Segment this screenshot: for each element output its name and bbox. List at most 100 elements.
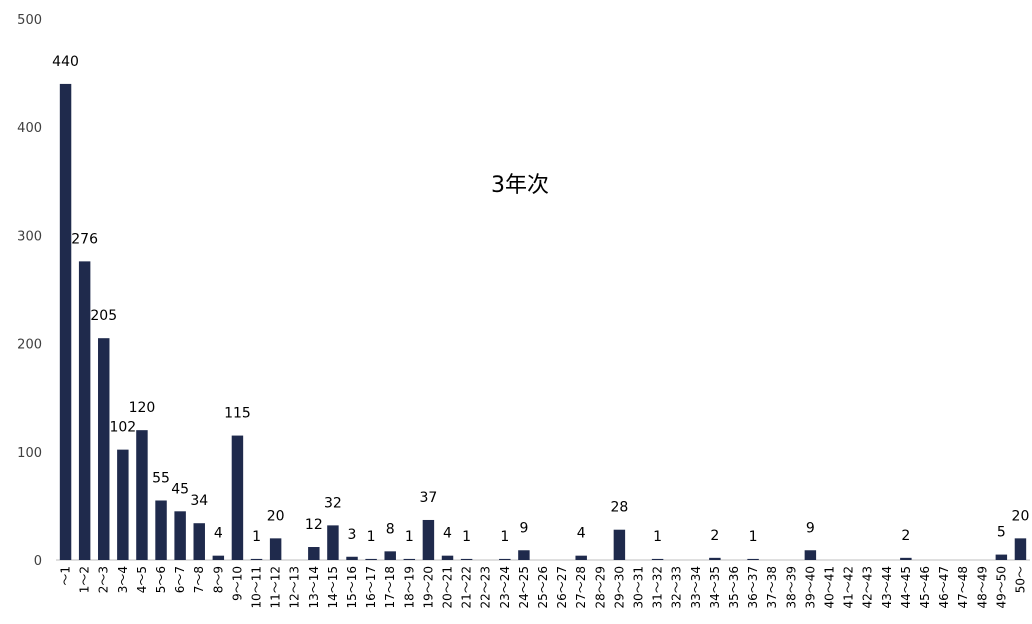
x-tick-label: 13～14 bbox=[307, 566, 321, 609]
x-tick-label: 24～25 bbox=[517, 566, 531, 609]
x-tick-label: 15～16 bbox=[345, 566, 359, 609]
x-tick-label: 20～21 bbox=[441, 566, 455, 609]
y-tick-label: 300 bbox=[17, 229, 42, 244]
bar bbox=[747, 558, 759, 560]
bar bbox=[900, 557, 912, 560]
bar bbox=[117, 449, 129, 560]
data-label: 8 bbox=[386, 521, 395, 537]
data-label: 1 bbox=[749, 529, 758, 545]
x-tick-label: 50～ bbox=[1013, 566, 1027, 593]
data-label: 37 bbox=[419, 490, 437, 506]
data-label: 1 bbox=[252, 529, 261, 545]
x-tick-label: 46～47 bbox=[937, 566, 951, 609]
x-tick-label: 33～34 bbox=[689, 566, 703, 609]
x-tick-label: 11～12 bbox=[269, 566, 283, 609]
x-tick-label: 7～8 bbox=[192, 566, 206, 593]
bar bbox=[460, 558, 473, 560]
x-tick-label: 26～27 bbox=[555, 566, 569, 609]
x-tick-label: 10～11 bbox=[250, 566, 264, 609]
bar bbox=[136, 430, 148, 560]
data-label: 4 bbox=[214, 526, 223, 542]
x-tick-label: 23～24 bbox=[498, 566, 512, 609]
x-tick-label: 14～15 bbox=[326, 566, 340, 609]
bar bbox=[231, 435, 244, 560]
data-label: 276 bbox=[71, 231, 98, 247]
bar bbox=[269, 538, 282, 560]
bar bbox=[365, 558, 377, 560]
data-label: 102 bbox=[109, 420, 136, 436]
data-label: 120 bbox=[129, 400, 156, 416]
data-label: 55 bbox=[152, 470, 170, 486]
x-tick-label: 2～3 bbox=[97, 566, 111, 593]
x-tick-label: 6～7 bbox=[173, 566, 187, 593]
chart-title: 3年次 bbox=[491, 173, 549, 198]
x-tick-label: 39～40 bbox=[803, 566, 817, 609]
bar bbox=[59, 83, 72, 561]
x-tick-label: 25～26 bbox=[536, 566, 550, 609]
data-label: 1 bbox=[462, 529, 471, 545]
x-tick-label: 19～20 bbox=[421, 566, 435, 609]
data-label: 4 bbox=[443, 526, 452, 542]
x-tick-label: 48～49 bbox=[975, 566, 989, 609]
x-axis-tick-labels: ～1 1～2 2～3 3～4 4～5 5～6 6～7 7～8 8～9 9～10 10～11 11～12… bbox=[59, 566, 1028, 609]
x-tick-label: 3～4 bbox=[116, 566, 130, 593]
x-tick-label: 45～46 bbox=[918, 566, 932, 609]
data-label: 4 bbox=[577, 526, 586, 542]
bar bbox=[403, 558, 416, 560]
bar bbox=[98, 338, 110, 560]
data-label: 1 bbox=[405, 529, 414, 545]
bar bbox=[995, 554, 1008, 560]
x-tick-label: 9～10 bbox=[230, 566, 244, 601]
bar bbox=[1014, 538, 1027, 560]
x-tick-label: 17～18 bbox=[383, 566, 397, 609]
x-tick-label: 40～41 bbox=[822, 566, 836, 609]
y-tick-label: 0 bbox=[34, 554, 42, 569]
bar bbox=[613, 529, 626, 560]
data-label: 2 bbox=[710, 528, 719, 544]
x-tick-label: 12～13 bbox=[288, 566, 302, 609]
x-tick-label: 47～48 bbox=[956, 566, 970, 609]
bars bbox=[59, 83, 1027, 561]
x-tick-label: 27～28 bbox=[574, 566, 588, 609]
y-tick-label: 500 bbox=[17, 13, 42, 28]
x-tick-label: 29～30 bbox=[612, 566, 626, 609]
bar bbox=[651, 558, 664, 560]
x-tick-label: 16～17 bbox=[364, 566, 378, 609]
data-label: 3 bbox=[348, 527, 357, 543]
data-label: 20 bbox=[1012, 508, 1030, 524]
bar bbox=[155, 500, 167, 560]
x-tick-label: 4～5 bbox=[135, 566, 149, 593]
bar bbox=[212, 555, 225, 560]
data-label: 440 bbox=[52, 54, 79, 70]
data-label: 9 bbox=[806, 520, 815, 536]
x-tick-label: 36～37 bbox=[746, 566, 760, 609]
data-label: 12 bbox=[305, 517, 323, 533]
x-tick-label: 41～42 bbox=[842, 566, 856, 609]
x-tick-label: 38～39 bbox=[784, 566, 798, 609]
bar bbox=[384, 551, 396, 560]
bar bbox=[518, 550, 530, 560]
x-tick-label: 28～29 bbox=[593, 566, 607, 609]
x-tick-label: 43～44 bbox=[880, 566, 894, 609]
bar bbox=[441, 555, 454, 560]
x-tick-label: 1～2 bbox=[78, 566, 92, 593]
bar bbox=[308, 547, 320, 560]
x-tick-label: 32～33 bbox=[670, 566, 684, 609]
x-tick-label: 49～50 bbox=[994, 566, 1008, 609]
x-tick-label: 18～19 bbox=[402, 566, 416, 609]
bar bbox=[804, 550, 817, 560]
x-tick-label: 31～32 bbox=[651, 566, 665, 609]
y-tick-label: 100 bbox=[17, 446, 42, 461]
data-label: 9 bbox=[519, 520, 528, 536]
x-tick-label: 21～22 bbox=[460, 566, 474, 609]
bar bbox=[346, 556, 358, 560]
y-axis: 0 100 200 300 400 500 bbox=[17, 13, 42, 569]
bar bbox=[193, 523, 205, 560]
x-tick-label: 44～45 bbox=[899, 566, 913, 609]
x-tick-label: 5～6 bbox=[154, 566, 168, 593]
x-tick-label: 22～23 bbox=[479, 566, 493, 609]
x-tick-label: ～1 bbox=[59, 566, 73, 586]
x-tick-label: 34～35 bbox=[708, 566, 722, 609]
bar bbox=[78, 261, 91, 560]
